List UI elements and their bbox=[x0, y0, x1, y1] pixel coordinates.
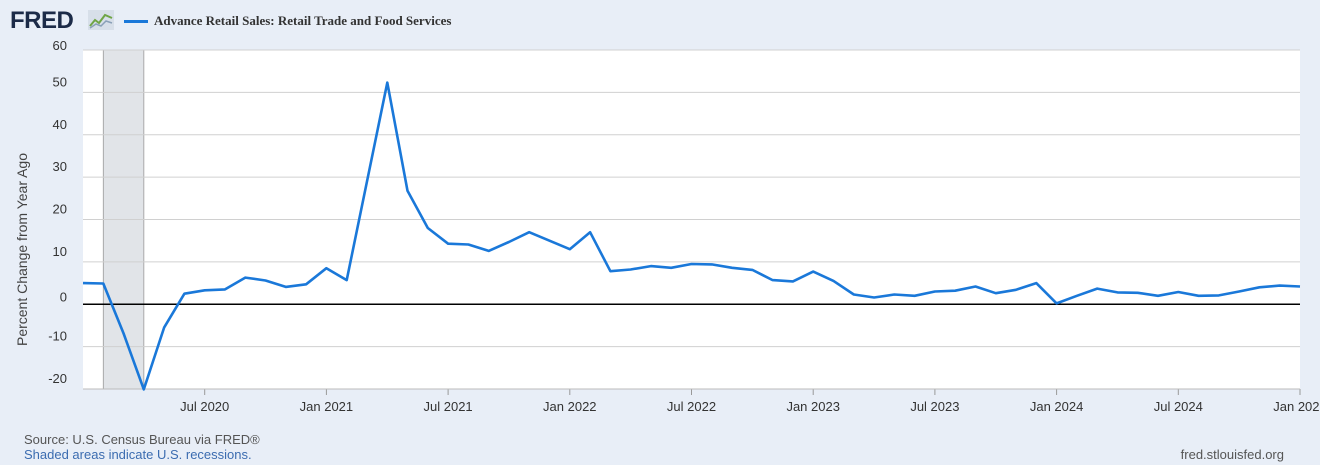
y-tick-label: 20 bbox=[53, 202, 67, 217]
x-tick-label: Jan 2023 bbox=[786, 399, 840, 414]
graph-logo-icon bbox=[88, 10, 114, 30]
series-line[interactable] bbox=[82, 81, 1301, 391]
x-tick-label: Jan 2021 bbox=[300, 399, 354, 414]
y-tick-label: -20 bbox=[48, 371, 67, 386]
x-axis-ticks: Jul 2020 Jan 2021 Jul 2021 Jan 2022 Jul 2022… bbox=[83, 388, 1320, 414]
fred-logo[interactable]: FRED bbox=[10, 7, 74, 34]
x-tick-label: Jul 2020 bbox=[180, 399, 229, 414]
y-tick-label: 60 bbox=[53, 38, 67, 53]
y-tick-label: -10 bbox=[48, 329, 67, 344]
y-tick-label: 0 bbox=[60, 289, 67, 304]
y-tick-label: 40 bbox=[53, 117, 67, 132]
x-tick-label: Jul 2022 bbox=[667, 399, 716, 414]
x-tick-label: Jan 2022 bbox=[543, 399, 597, 414]
recession-note[interactable]: Shaded areas indicate U.S. recessions. bbox=[24, 447, 252, 462]
x-tick-label: Jul 2023 bbox=[910, 399, 959, 414]
x-tick-label: Jul 2024 bbox=[1154, 399, 1203, 414]
source-text[interactable]: U.S. Census Bureau via FRED® bbox=[72, 432, 260, 447]
legend-swatch bbox=[124, 20, 148, 23]
x-tick-label: Jan 2025 bbox=[1273, 399, 1320, 414]
y-axis-ticks: -20 -10 0 10 20 30 40 50 60 bbox=[48, 38, 67, 386]
x-tick-label: Jul 2021 bbox=[424, 399, 473, 414]
y-tick-label: 30 bbox=[53, 159, 67, 174]
source-prefix: Source: bbox=[24, 432, 73, 447]
legend-series-label: Advance Retail Sales: Retail Trade and F… bbox=[154, 13, 452, 28]
source-note: Source: U.S. Census Bureau via FRED® bbox=[24, 432, 260, 447]
y-axis-label: Percent Change from Year Ago bbox=[14, 153, 30, 346]
site-url[interactable]: fred.stlouisfed.org bbox=[1180, 447, 1284, 462]
series-layer bbox=[82, 81, 1301, 391]
x-tick-label: Jan 2024 bbox=[1030, 399, 1084, 414]
y-tick-label: 50 bbox=[53, 74, 67, 89]
header: FRED Advance Retail Sales: Retail Trade … bbox=[0, 0, 1320, 40]
y-tick-label: 10 bbox=[53, 244, 67, 259]
